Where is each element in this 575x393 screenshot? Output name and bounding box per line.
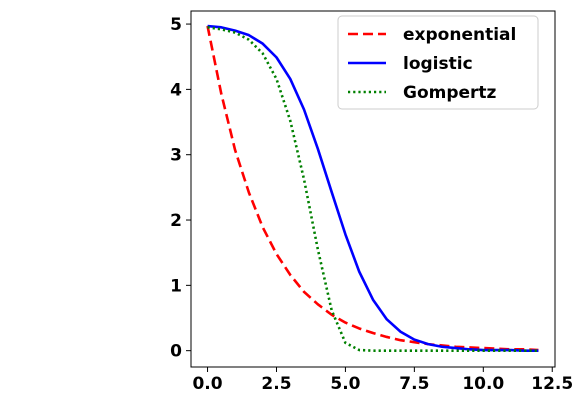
y-tick-label: 0 xyxy=(170,342,182,362)
plot-area xyxy=(190,10,556,368)
x-tick-label: 7.5 xyxy=(399,374,429,393)
x-tick-label: 12.5 xyxy=(531,374,573,393)
series-line-gompertz xyxy=(207,26,539,352)
y-tick-label: 2 xyxy=(170,211,182,231)
y-tick-label: 3 xyxy=(170,146,182,166)
y-tick-label: 1 xyxy=(170,276,182,296)
legend-label-exponential: exponential xyxy=(403,25,516,45)
plot-frame xyxy=(190,10,556,368)
y-tick-label: 5 xyxy=(170,15,182,35)
legend-items: exponential logistic Gompertz xyxy=(348,25,516,103)
series-layer xyxy=(206,24,539,352)
x-tick-label: 10.0 xyxy=(462,374,504,393)
legend-label-logistic: logistic xyxy=(403,54,473,74)
y-axis: 0 1 2 3 4 5 xyxy=(170,15,191,362)
x-axis: 0.0 2.5 5.0 7.5 10.0 12.5 xyxy=(192,367,573,393)
y-tick-label: 4 xyxy=(170,80,182,100)
x-tick-label: 0.0 xyxy=(192,374,222,393)
x-tick-label: 2.5 xyxy=(261,374,291,393)
legend: exponential logistic Gompertz xyxy=(337,15,539,110)
x-tick-label: 5.0 xyxy=(330,374,360,393)
legend-label-gompertz: Gompertz xyxy=(403,83,497,103)
legend-box xyxy=(337,15,539,110)
series-line-exponential xyxy=(206,25,539,352)
